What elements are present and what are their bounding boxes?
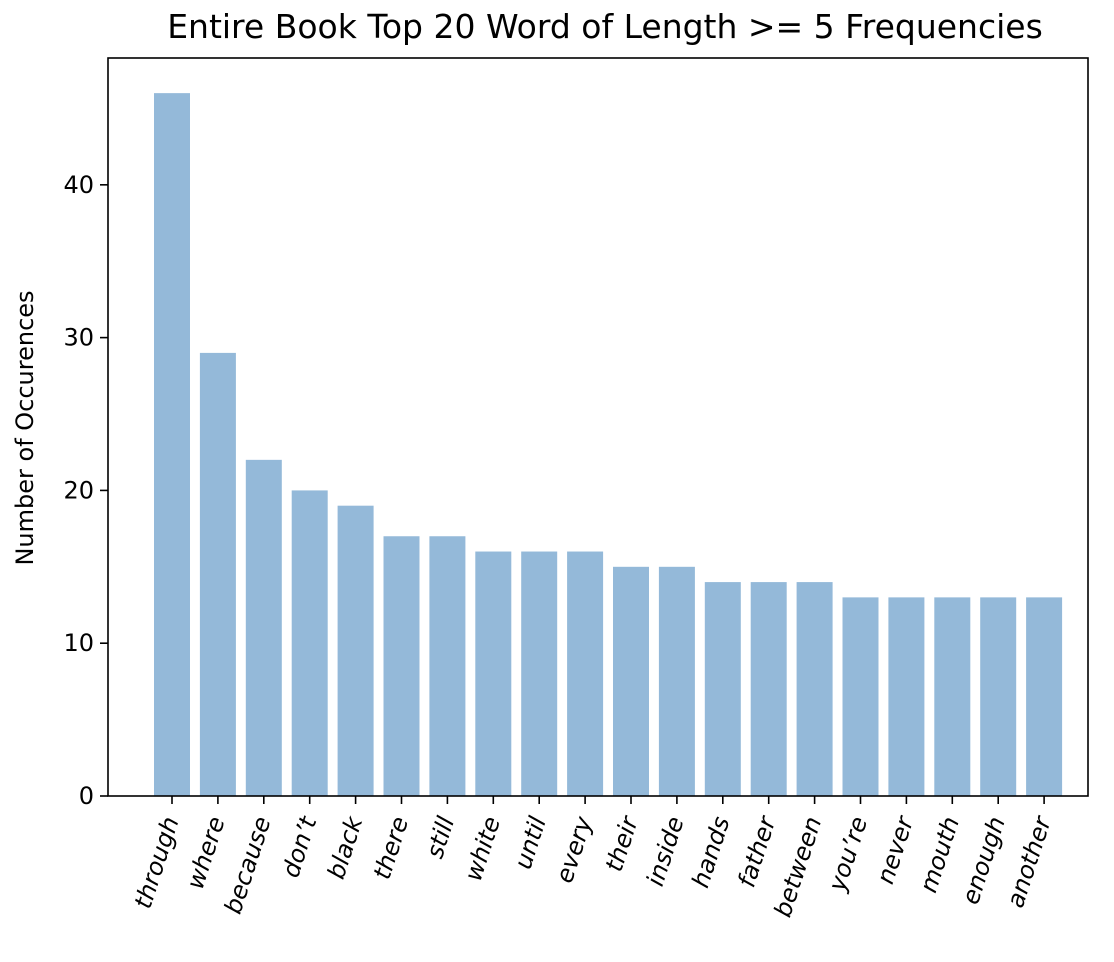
x-tick-label: there (368, 813, 414, 883)
x-tick-label: every (550, 812, 598, 886)
axes-layer (107, 57, 1089, 797)
bar-don’t (291, 490, 328, 796)
axes-frame (107, 57, 1089, 797)
y-tick-label: 0 (79, 782, 94, 810)
x-tick-label: inside (641, 813, 690, 889)
bar-mouth (934, 597, 971, 796)
bar-every (567, 551, 604, 796)
bar-between (796, 582, 833, 796)
y-axis-label: Number of Occurences (11, 290, 39, 565)
y-tick-label: 30 (63, 324, 94, 352)
x-tick-label: mouth (914, 813, 965, 896)
bar-because (245, 459, 282, 796)
x-tick-label: until (509, 813, 552, 873)
x-tick-label: black (322, 812, 369, 882)
bar-enough (980, 597, 1017, 796)
y-tick-label: 40 (63, 171, 94, 199)
bar-hands (704, 582, 741, 796)
x-tick-label: where (181, 813, 231, 892)
bar-through (154, 93, 190, 796)
x-tick-label: enough (956, 813, 1011, 908)
bar-another (1026, 597, 1063, 796)
chart-title: Entire Book Top 20 Word of Length >= 5 F… (167, 7, 1043, 46)
x-tick-label: you’re (823, 813, 874, 895)
bar-white (475, 551, 512, 796)
bar-inside (658, 566, 695, 796)
bar-never (888, 597, 925, 796)
x-tick-label: never (871, 811, 920, 887)
bar-where (199, 352, 236, 796)
x-tick-label: their (600, 811, 645, 875)
y-tick-label: 20 (63, 476, 94, 504)
x-tick-label: hands (686, 813, 735, 891)
x-tick-label: through (129, 813, 185, 912)
bar-their (613, 566, 649, 796)
bar-black (337, 505, 374, 796)
y-tick-label: 10 (63, 629, 94, 657)
x-tick-label: father (732, 811, 782, 891)
bar-still (429, 536, 466, 796)
x-tick-label: another (1001, 811, 1057, 911)
x-tick-label: still (421, 813, 461, 862)
bar-father (750, 582, 787, 796)
x-tick-label: don’t (277, 812, 323, 881)
bar-until (521, 551, 558, 796)
bar-you’re (842, 597, 879, 796)
x-tick-label: white (459, 813, 506, 884)
bars-layer (154, 93, 1063, 796)
bar-there (383, 536, 420, 796)
